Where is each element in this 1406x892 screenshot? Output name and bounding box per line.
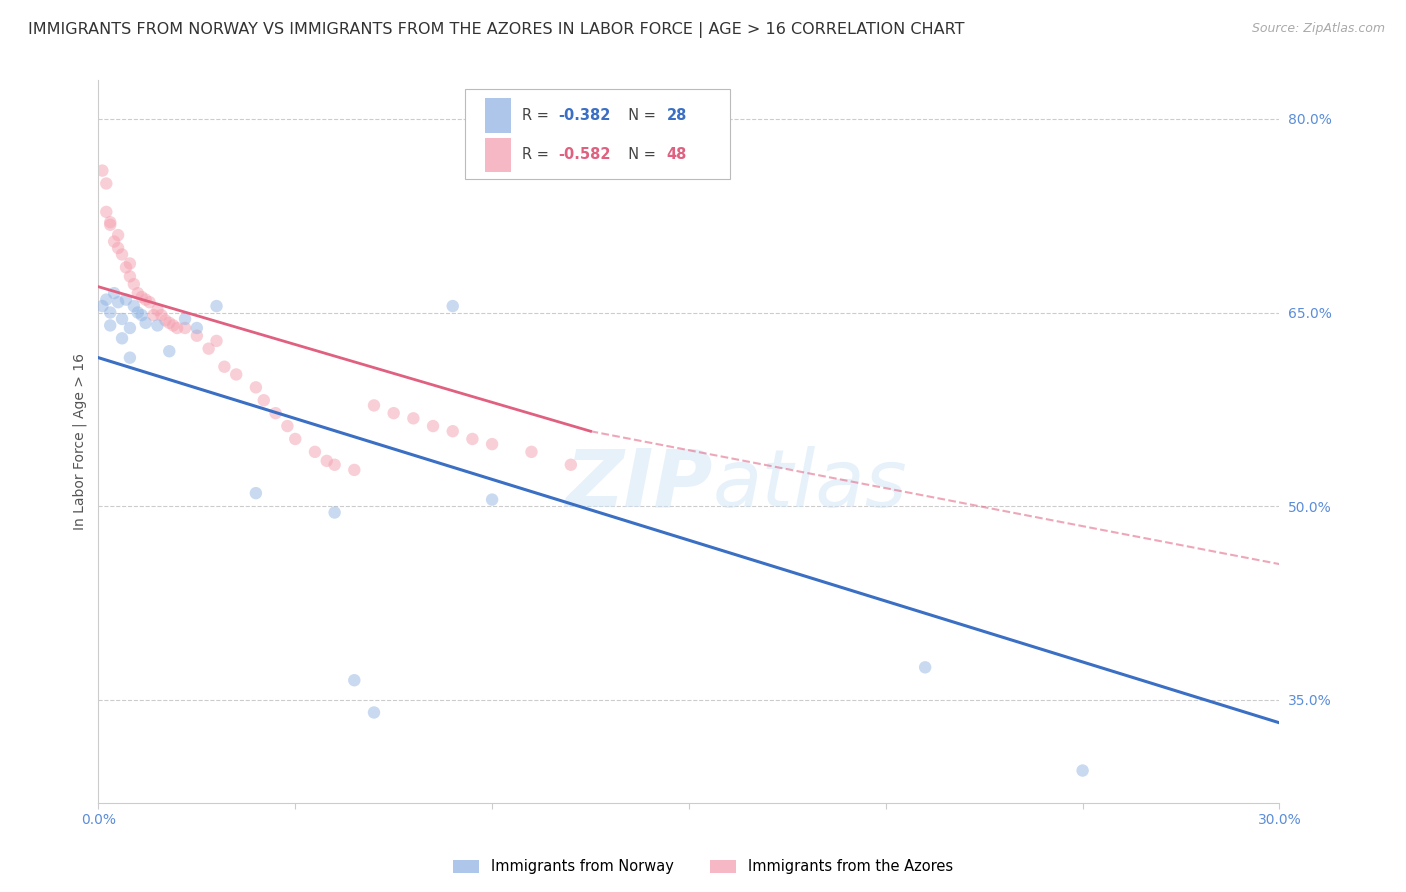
Text: -0.582: -0.582 — [558, 147, 610, 162]
Point — [103, 286, 125, 301]
Point — [461, 432, 484, 446]
Point — [131, 290, 153, 304]
Point — [315, 454, 337, 468]
Point — [118, 351, 141, 365]
Point — [118, 269, 141, 284]
Legend: Immigrants from Norway, Immigrants from the Azores: Immigrants from Norway, Immigrants from … — [447, 854, 959, 880]
Point — [111, 247, 134, 261]
Point — [103, 235, 125, 249]
Point — [560, 458, 582, 472]
Point — [115, 260, 138, 275]
Point — [174, 321, 197, 335]
FancyBboxPatch shape — [464, 89, 730, 179]
Text: 28: 28 — [666, 108, 688, 123]
Text: -0.382: -0.382 — [558, 108, 610, 123]
Point — [157, 316, 180, 330]
Point — [111, 331, 134, 345]
Point — [98, 218, 121, 232]
Text: N =: N = — [619, 108, 661, 123]
Point — [107, 228, 129, 243]
Point — [214, 359, 236, 374]
Point — [174, 312, 197, 326]
Point — [115, 293, 138, 307]
Point — [441, 299, 464, 313]
Point — [135, 316, 157, 330]
Point — [323, 458, 346, 472]
Text: R =: R = — [523, 147, 554, 162]
Point — [343, 463, 366, 477]
Point — [127, 305, 149, 319]
Text: N =: N = — [619, 147, 661, 162]
Point — [481, 437, 503, 451]
Point — [118, 256, 141, 270]
Point — [146, 318, 169, 333]
Point — [197, 342, 219, 356]
Point — [142, 308, 165, 322]
Text: R =: R = — [523, 108, 554, 123]
Point — [122, 277, 145, 292]
Point — [98, 215, 121, 229]
Y-axis label: In Labor Force | Age > 16: In Labor Force | Age > 16 — [73, 353, 87, 530]
Point — [122, 299, 145, 313]
Point — [91, 163, 114, 178]
Point — [441, 424, 464, 438]
Point — [118, 321, 141, 335]
Point — [382, 406, 405, 420]
Point — [150, 308, 173, 322]
Point — [363, 398, 385, 412]
Point — [157, 344, 180, 359]
Point — [96, 293, 118, 307]
Text: IMMIGRANTS FROM NORWAY VS IMMIGRANTS FROM THE AZORES IN LABOR FORCE | AGE > 16 C: IMMIGRANTS FROM NORWAY VS IMMIGRANTS FRO… — [28, 22, 965, 38]
Point — [186, 321, 208, 335]
Point — [98, 305, 121, 319]
Point — [127, 286, 149, 301]
Text: atlas: atlas — [713, 446, 907, 524]
Point — [343, 673, 366, 688]
Point — [304, 445, 326, 459]
Point — [914, 660, 936, 674]
Point — [276, 419, 298, 434]
Point — [131, 308, 153, 322]
Point — [245, 486, 267, 500]
Point — [111, 312, 134, 326]
Point — [323, 506, 346, 520]
Point — [264, 406, 287, 420]
Point — [91, 299, 114, 313]
Point — [138, 295, 160, 310]
Point — [186, 328, 208, 343]
Bar — [485, 98, 510, 133]
Point — [225, 368, 247, 382]
Point — [96, 177, 118, 191]
Point — [107, 241, 129, 255]
Point — [363, 706, 385, 720]
Point — [98, 318, 121, 333]
Point — [146, 302, 169, 317]
Point — [481, 492, 503, 507]
Point — [422, 419, 444, 434]
Text: ZIP: ZIP — [565, 446, 713, 524]
Point — [135, 293, 157, 307]
Point — [107, 295, 129, 310]
Point — [205, 299, 228, 313]
Point — [284, 432, 307, 446]
Point — [1071, 764, 1094, 778]
Point — [162, 318, 184, 333]
Bar — [485, 137, 510, 172]
Point — [205, 334, 228, 348]
Point — [155, 313, 177, 327]
Point — [402, 411, 425, 425]
Point — [520, 445, 543, 459]
Point — [245, 380, 267, 394]
Point — [166, 321, 188, 335]
Point — [253, 393, 276, 408]
Text: 48: 48 — [666, 147, 688, 162]
Text: Source: ZipAtlas.com: Source: ZipAtlas.com — [1251, 22, 1385, 36]
Point — [96, 205, 118, 219]
